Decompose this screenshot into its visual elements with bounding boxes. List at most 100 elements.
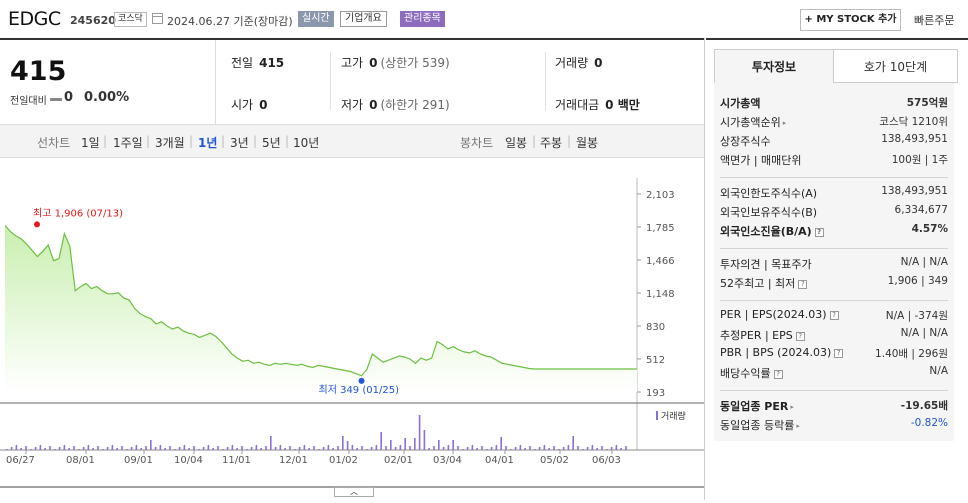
volume-bar	[308, 448, 310, 450]
candle-weekly[interactable]: 주봉	[540, 136, 563, 150]
period-1w[interactable]: 1주일	[113, 136, 143, 150]
volume-bar	[169, 446, 171, 450]
volume-bar	[356, 448, 358, 450]
volume-bar	[260, 448, 262, 450]
period-3y[interactable]: 3년	[230, 136, 249, 150]
volume-bar	[236, 448, 238, 450]
x-tick-label: 08/01	[66, 455, 95, 466]
volume-bar	[447, 445, 450, 450]
period-5y[interactable]: 5년	[262, 136, 281, 150]
managed-stock-badge: 관리종목	[400, 11, 445, 27]
low-annotation: 최저 349 (01/25)	[319, 384, 400, 396]
flat-icon	[50, 98, 62, 101]
volume-bar	[433, 446, 435, 450]
y-tick-label: 1,466	[646, 256, 675, 267]
sector-per-row[interactable]: 동일업종 PER ▸ -19.65배	[720, 400, 948, 413]
current-price: 415	[10, 56, 67, 87]
volume-bar	[524, 448, 526, 450]
volume-bar	[414, 438, 416, 450]
help-icon[interactable]: ?	[795, 332, 805, 341]
realtime-badge[interactable]: 실시간	[298, 11, 334, 27]
volume-bar	[97, 446, 99, 450]
volume-bar	[562, 447, 565, 450]
volume-bar	[553, 446, 555, 450]
volume-bar	[34, 447, 37, 450]
market-cap-rank-row[interactable]: 시가총액순위 ▸ 코스닥 1210위	[720, 116, 948, 129]
volume-bar	[342, 436, 344, 450]
help-icon[interactable]: ?	[829, 311, 839, 320]
volume-bar	[538, 447, 541, 450]
volume-bar	[154, 447, 157, 450]
volume-bar	[361, 446, 363, 450]
volume-bar	[620, 448, 622, 450]
volume-bar	[217, 446, 219, 450]
volume-bar	[351, 445, 354, 450]
quote-date: 2024.06.27 기준(장마감)	[167, 15, 293, 28]
x-tick-label: 12/01	[279, 455, 308, 466]
volume-bar	[442, 447, 445, 450]
divider	[545, 52, 546, 110]
candle-monthly[interactable]: 월봉	[576, 136, 599, 150]
price-line	[4, 225, 637, 377]
volume-bar	[390, 440, 392, 450]
add-my-stock-button[interactable]: + MY STOCK 추가	[800, 9, 901, 31]
collapse-chart-button[interactable]: ︿	[334, 487, 374, 497]
separator: |	[103, 134, 108, 148]
separator: |	[567, 134, 572, 148]
help-icon[interactable]: ?	[798, 280, 808, 289]
volume-bar	[274, 447, 277, 450]
volume-bar	[82, 447, 85, 450]
caret-right-icon: ▸	[790, 403, 794, 411]
volume-bar	[135, 445, 138, 450]
volume-bar	[337, 446, 339, 450]
volume-bar	[615, 445, 618, 450]
candle-daily[interactable]: 일봉	[505, 136, 528, 150]
help-icon[interactable]: ?	[773, 370, 783, 379]
sector-change-row[interactable]: 동일업종 등락률 ▸ -0.82%	[720, 417, 948, 432]
volume-bar	[54, 449, 56, 450]
volume-bar	[178, 447, 181, 450]
volume-bar	[222, 449, 224, 450]
divider	[720, 390, 948, 391]
tab-invest-info[interactable]: 투자정보	[714, 49, 834, 83]
quick-order-dropdown[interactable]: 빠른주문	[914, 14, 955, 27]
market-cap-row: 시가총액 575억원	[720, 97, 948, 110]
price-chart[interactable]: 2,103 1,785 1,466 1,148 830 512 193 최고 1,906 (0…	[0, 158, 704, 500]
volume-bar	[423, 430, 426, 450]
volume-bar	[6, 449, 8, 450]
period-3m[interactable]: 3개월	[155, 136, 185, 150]
volume-bar	[332, 448, 334, 450]
volume-bar	[106, 447, 109, 450]
volume-bar	[404, 438, 406, 450]
divider	[706, 38, 968, 40]
volume-bar	[529, 446, 531, 450]
x-tick-label: 03/04	[433, 455, 462, 466]
y-tick-label: 1,148	[646, 289, 675, 300]
listed-shares-row: 상장주식수 138,493,951	[720, 133, 948, 148]
x-tick-label: 04/01	[485, 455, 514, 466]
tab-order-book[interactable]: 호가 10단계	[833, 49, 958, 83]
period-1d[interactable]: 1일	[81, 136, 100, 150]
stock-header: EDGC 245620 코스닥 2024.06.27 기준(장마감) 실시간 기…	[0, 0, 968, 38]
company-overview-dropdown[interactable]: 기업개요	[340, 11, 387, 27]
volume-bar	[164, 448, 166, 450]
volume-bar	[577, 446, 579, 450]
period-1y[interactable]: 1년	[198, 136, 218, 150]
volume-bar	[58, 447, 61, 450]
volume-bar	[289, 446, 291, 450]
trade-amount: 거래대금 0 백만	[555, 98, 640, 112]
change-value: 0	[64, 90, 74, 105]
help-icon[interactable]: ?	[814, 228, 824, 237]
help-icon[interactable]: ?	[834, 349, 844, 358]
separator: |	[253, 134, 258, 148]
volume-bar	[558, 449, 560, 450]
volume-bar	[500, 437, 502, 450]
volume-bar	[44, 448, 46, 450]
separator: |	[189, 134, 194, 148]
volume-bar	[207, 445, 210, 450]
period-10y[interactable]: 10년	[293, 136, 320, 150]
y-tick-label: 2,103	[646, 190, 675, 201]
volume-bar	[246, 449, 248, 450]
volume-bar	[284, 448, 286, 450]
divider	[720, 300, 948, 301]
